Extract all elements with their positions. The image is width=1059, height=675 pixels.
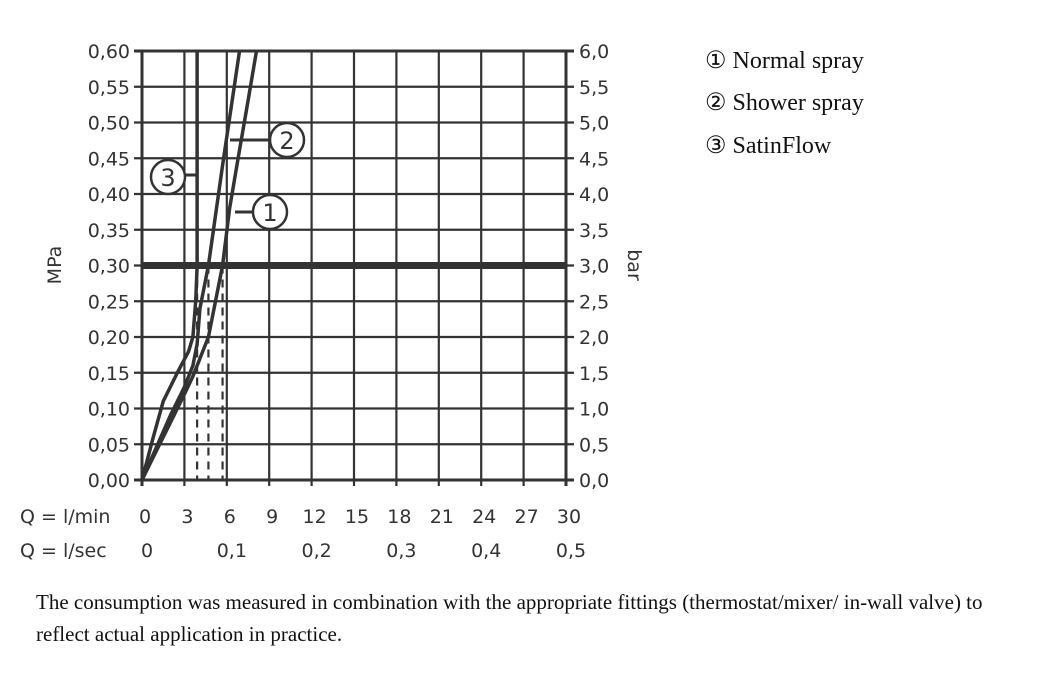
x-tick-lmin: 6 bbox=[224, 506, 236, 528]
series-line-2 bbox=[140, 50, 242, 481]
marker-label-1: 1 bbox=[262, 199, 277, 227]
y-tick-left: 0,10 bbox=[88, 399, 130, 421]
legend-item-3: ③ SatinFlow bbox=[705, 133, 832, 159]
y-tick-right: 4,5 bbox=[579, 148, 609, 170]
x-tick-lsec: 0,5 bbox=[556, 540, 586, 562]
y-tick-left: 0,25 bbox=[88, 291, 130, 313]
y-tick-left: 0,15 bbox=[88, 363, 130, 385]
y-tick-right: 5,0 bbox=[579, 113, 609, 135]
flow-pressure-chart: 0,00 0,00,05 0,50,10 1,00,15 1,50,20 2,00,25 2… bbox=[20, 41, 645, 562]
x-tick-lmin: 0 bbox=[139, 506, 151, 528]
y-tick-right: 5,5 bbox=[579, 77, 609, 99]
x-axis-label-lsec: Q = l/sec bbox=[20, 540, 107, 562]
x-tick-lmin: 15 bbox=[345, 506, 369, 528]
y-tick-left: 0,40 bbox=[88, 184, 130, 206]
x-tick-lmin: 21 bbox=[430, 506, 454, 528]
y-tick-left: 0,55 bbox=[88, 77, 130, 99]
x-axis-label-lmin: Q = l/min bbox=[20, 506, 110, 528]
legend-item-2: ② Shower spray bbox=[705, 90, 864, 116]
y-axis-label-right: bar bbox=[623, 249, 645, 281]
x-tick-lmin: 12 bbox=[303, 506, 327, 528]
y-tick-left: 0,60 bbox=[88, 41, 130, 63]
y-tick-right: 0,0 bbox=[579, 470, 609, 492]
y-tick-right: 6,0 bbox=[579, 41, 609, 63]
x-tick-lmin: 27 bbox=[515, 506, 539, 528]
y-tick-left: 0,00 bbox=[88, 470, 130, 492]
x-tick-lsec: 0,4 bbox=[471, 540, 501, 562]
legend-item-1: ① Normal spray bbox=[705, 48, 864, 74]
marker-circle-2 bbox=[268, 121, 306, 159]
x-tick-lmin: 9 bbox=[266, 506, 278, 528]
x-tick-lsec: 0,3 bbox=[386, 540, 416, 562]
series-line-3 bbox=[140, 51, 199, 481]
y-tick-right: 4,0 bbox=[579, 184, 609, 206]
marker-circle-3 bbox=[149, 158, 187, 196]
y-tick-right: 1,5 bbox=[579, 363, 609, 385]
y-tick-right: 0,5 bbox=[579, 434, 609, 456]
x-tick-lmin: 18 bbox=[387, 506, 411, 528]
x-tick-lsec: 0,2 bbox=[301, 540, 331, 562]
y-tick-left: 0,50 bbox=[88, 113, 130, 135]
y-tick-left: 0,20 bbox=[88, 327, 130, 349]
y-tick-right: 2,0 bbox=[579, 327, 609, 349]
y-tick-left: 0,35 bbox=[88, 220, 130, 242]
marker-label-3: 3 bbox=[160, 164, 175, 192]
y-tick-right: 3,0 bbox=[579, 256, 609, 278]
series-line-1 bbox=[140, 50, 259, 481]
marker-label-2: 2 bbox=[279, 127, 294, 155]
y-tick-right: 3,5 bbox=[579, 220, 609, 242]
x-tick-lmin: 3 bbox=[181, 506, 193, 528]
footnote: The consumption was measured in combinat… bbox=[36, 590, 983, 646]
y-tick-right: 2,5 bbox=[579, 291, 609, 313]
y-tick-left: 0,45 bbox=[88, 148, 130, 170]
y-axis-label-left: MPa bbox=[44, 246, 66, 285]
x-tick-lmin: 30 bbox=[557, 506, 581, 528]
x-tick-lmin: 24 bbox=[472, 506, 496, 528]
x-tick-lsec: 0,1 bbox=[217, 540, 247, 562]
marker-circle-1 bbox=[251, 193, 289, 231]
y-tick-right: 1,0 bbox=[579, 399, 609, 421]
y-tick-left: 0,30 bbox=[88, 256, 130, 278]
x-tick-lsec: 0 bbox=[141, 540, 153, 562]
y-tick-left: 0,05 bbox=[88, 434, 130, 456]
